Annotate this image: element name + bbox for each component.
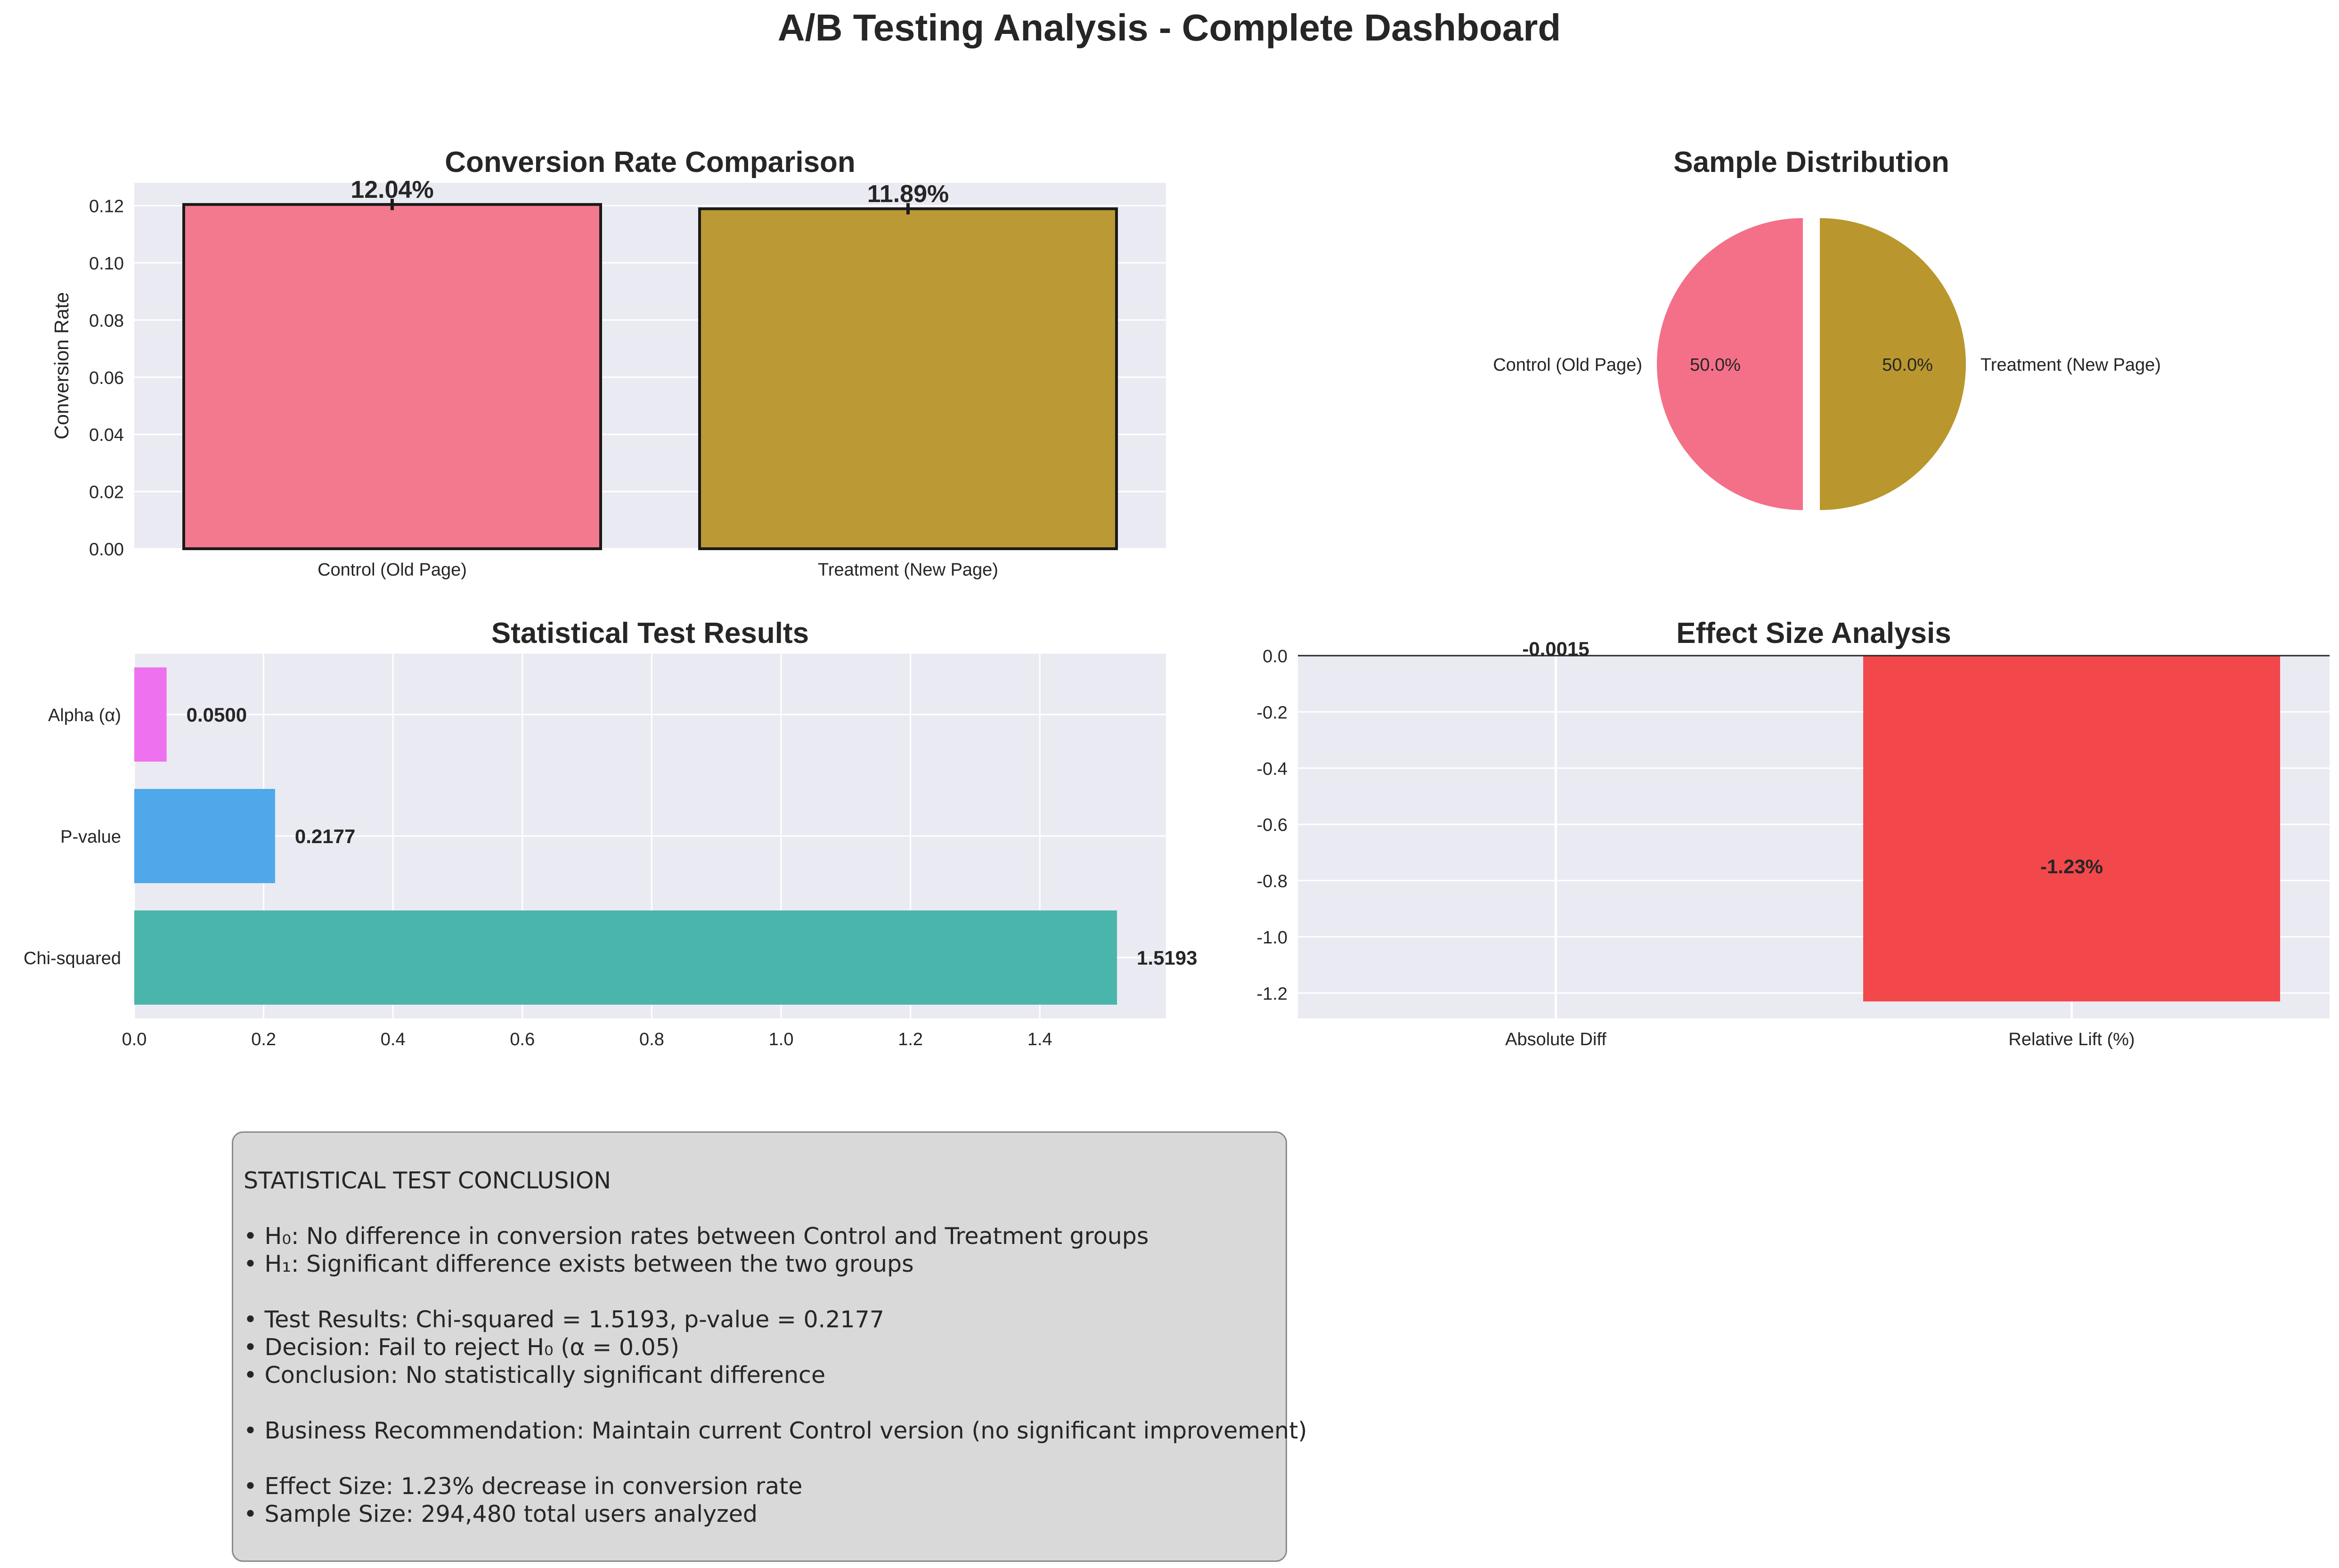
y-tick-label: 0.04 <box>89 425 124 445</box>
chart-title: Sample Distribution <box>1673 146 1949 179</box>
chart-title: Statistical Test Results <box>491 617 809 650</box>
data-label: -1.23% <box>2040 855 2103 877</box>
x-tick-label: 0.6 <box>510 1030 535 1049</box>
conclusion-line: • Test Results: Chi-squared = 1.5193, p-… <box>244 1306 884 1333</box>
pie-percent-label: 50.0% <box>1882 355 1933 375</box>
bar <box>134 910 1117 1005</box>
data-label: 1.5193 <box>1137 947 1197 969</box>
data-label: 0.0500 <box>187 704 247 726</box>
conclusion-line: • Business Recommendation: Maintain curr… <box>244 1417 1307 1444</box>
y-tick-label: -0.2 <box>1257 703 1288 723</box>
x-tick-label: Absolute Diff <box>1505 1030 1606 1049</box>
conclusion-line: • Decision: Fail to reject H₀ (α = 0.05) <box>244 1334 680 1361</box>
y-tick-label: 0.06 <box>89 368 124 388</box>
conclusion-line: • H₁: Significant difference exists betw… <box>244 1251 914 1277</box>
sample-distribution-chart: Sample Distribution 50.0% Control (Old Pag… <box>1493 146 2161 510</box>
pie-slice <box>1657 218 1803 510</box>
conclusion-line: • Effect Size: 1.23% decrease in convers… <box>244 1473 803 1500</box>
x-tick-label: 0.4 <box>381 1030 406 1049</box>
conclusion-line <box>244 1389 1286 1417</box>
y-tick-label: 0.10 <box>89 254 124 274</box>
pie-percent-label: 50.0% <box>1690 355 1741 375</box>
bar <box>1863 656 2280 1002</box>
y-tick-label: 0.0 <box>1263 647 1288 666</box>
chart-title: Effect Size Analysis <box>1676 617 1951 650</box>
bar <box>134 667 167 762</box>
statistical-test-chart: 0.0 0.2 0.4 0.6 0.8 1.0 1.2 1.4 1.5193 Chi-square… <box>24 617 1198 1049</box>
y-tick-label: 0.00 <box>89 540 124 560</box>
y-tick-label: Chi-squared <box>24 949 121 968</box>
bar <box>134 789 275 883</box>
x-tick-label: 1.0 <box>769 1030 794 1049</box>
data-label: 12.04% <box>350 176 433 203</box>
conclusion-heading: STATISTICAL TEST CONCLUSION <box>244 1167 611 1194</box>
y-tick-label: 0.08 <box>89 311 124 331</box>
x-tick-label: Treatment (New Page) <box>818 560 998 580</box>
x-tick-label: Control (Old Page) <box>318 560 467 580</box>
y-tick-label: -1.0 <box>1257 928 1288 948</box>
x-tick-label: 1.4 <box>1027 1030 1052 1049</box>
y-tick-label: -1.2 <box>1257 984 1288 1004</box>
dashboard-title: A/B Testing Analysis - Complete Dashboar… <box>778 7 1561 49</box>
conclusion-box: STATISTICAL TEST CONCLUSION • H₀: No diff… <box>232 1131 1307 1562</box>
y-tick-label: 0.02 <box>89 483 124 503</box>
y-tick-label: P-value <box>60 827 121 847</box>
conclusion-line: • Conclusion: No statistically significa… <box>244 1362 826 1389</box>
bar <box>182 203 602 550</box>
x-tick-label: Relative Lift (%) <box>2008 1030 2135 1049</box>
conclusion-line <box>244 1445 1286 1472</box>
chart-title: Conversion Rate Comparison <box>445 146 856 179</box>
conclusion-line <box>244 1278 1286 1306</box>
x-tick-label: 0.8 <box>639 1030 664 1049</box>
conclusion-line: • H₀: No difference in conversion rates … <box>244 1223 1149 1250</box>
bar <box>698 207 1118 550</box>
data-label: -0.0015 <box>1522 638 1589 660</box>
y-tick-label: -0.8 <box>1257 872 1288 892</box>
data-label: 0.2177 <box>295 825 355 847</box>
conversion-rate-chart: 0.00 0.02 0.04 0.06 0.08 0.10 0.12 12.04% Contro… <box>50 146 1166 580</box>
y-tick-label: 0.12 <box>89 197 124 217</box>
pie-label: Treatment (New Page) <box>1980 355 2161 375</box>
y-tick-label: -0.6 <box>1257 815 1288 835</box>
pie-label: Control (Old Page) <box>1493 355 1642 375</box>
pie-slice <box>1820 218 1966 510</box>
effect-size-chart: 0.0 -0.2 -0.4 -0.6 -0.8 -1.0 -1.2 -0.0015 Absolu… <box>1257 617 2330 1049</box>
data-label: 11.89% <box>867 180 949 208</box>
x-tick-label: 1.2 <box>898 1030 923 1049</box>
conclusion-line <box>244 1194 1286 1222</box>
y-tick-label: -0.4 <box>1257 759 1288 779</box>
y-tick-label: Alpha (α) <box>48 706 121 725</box>
x-tick-label: 0.2 <box>251 1030 276 1049</box>
x-tick-label: 0.0 <box>122 1030 147 1049</box>
conclusion-line: • Sample Size: 294,480 total users analy… <box>244 1501 758 1527</box>
y-axis-label: Conversion Rate <box>50 292 73 439</box>
